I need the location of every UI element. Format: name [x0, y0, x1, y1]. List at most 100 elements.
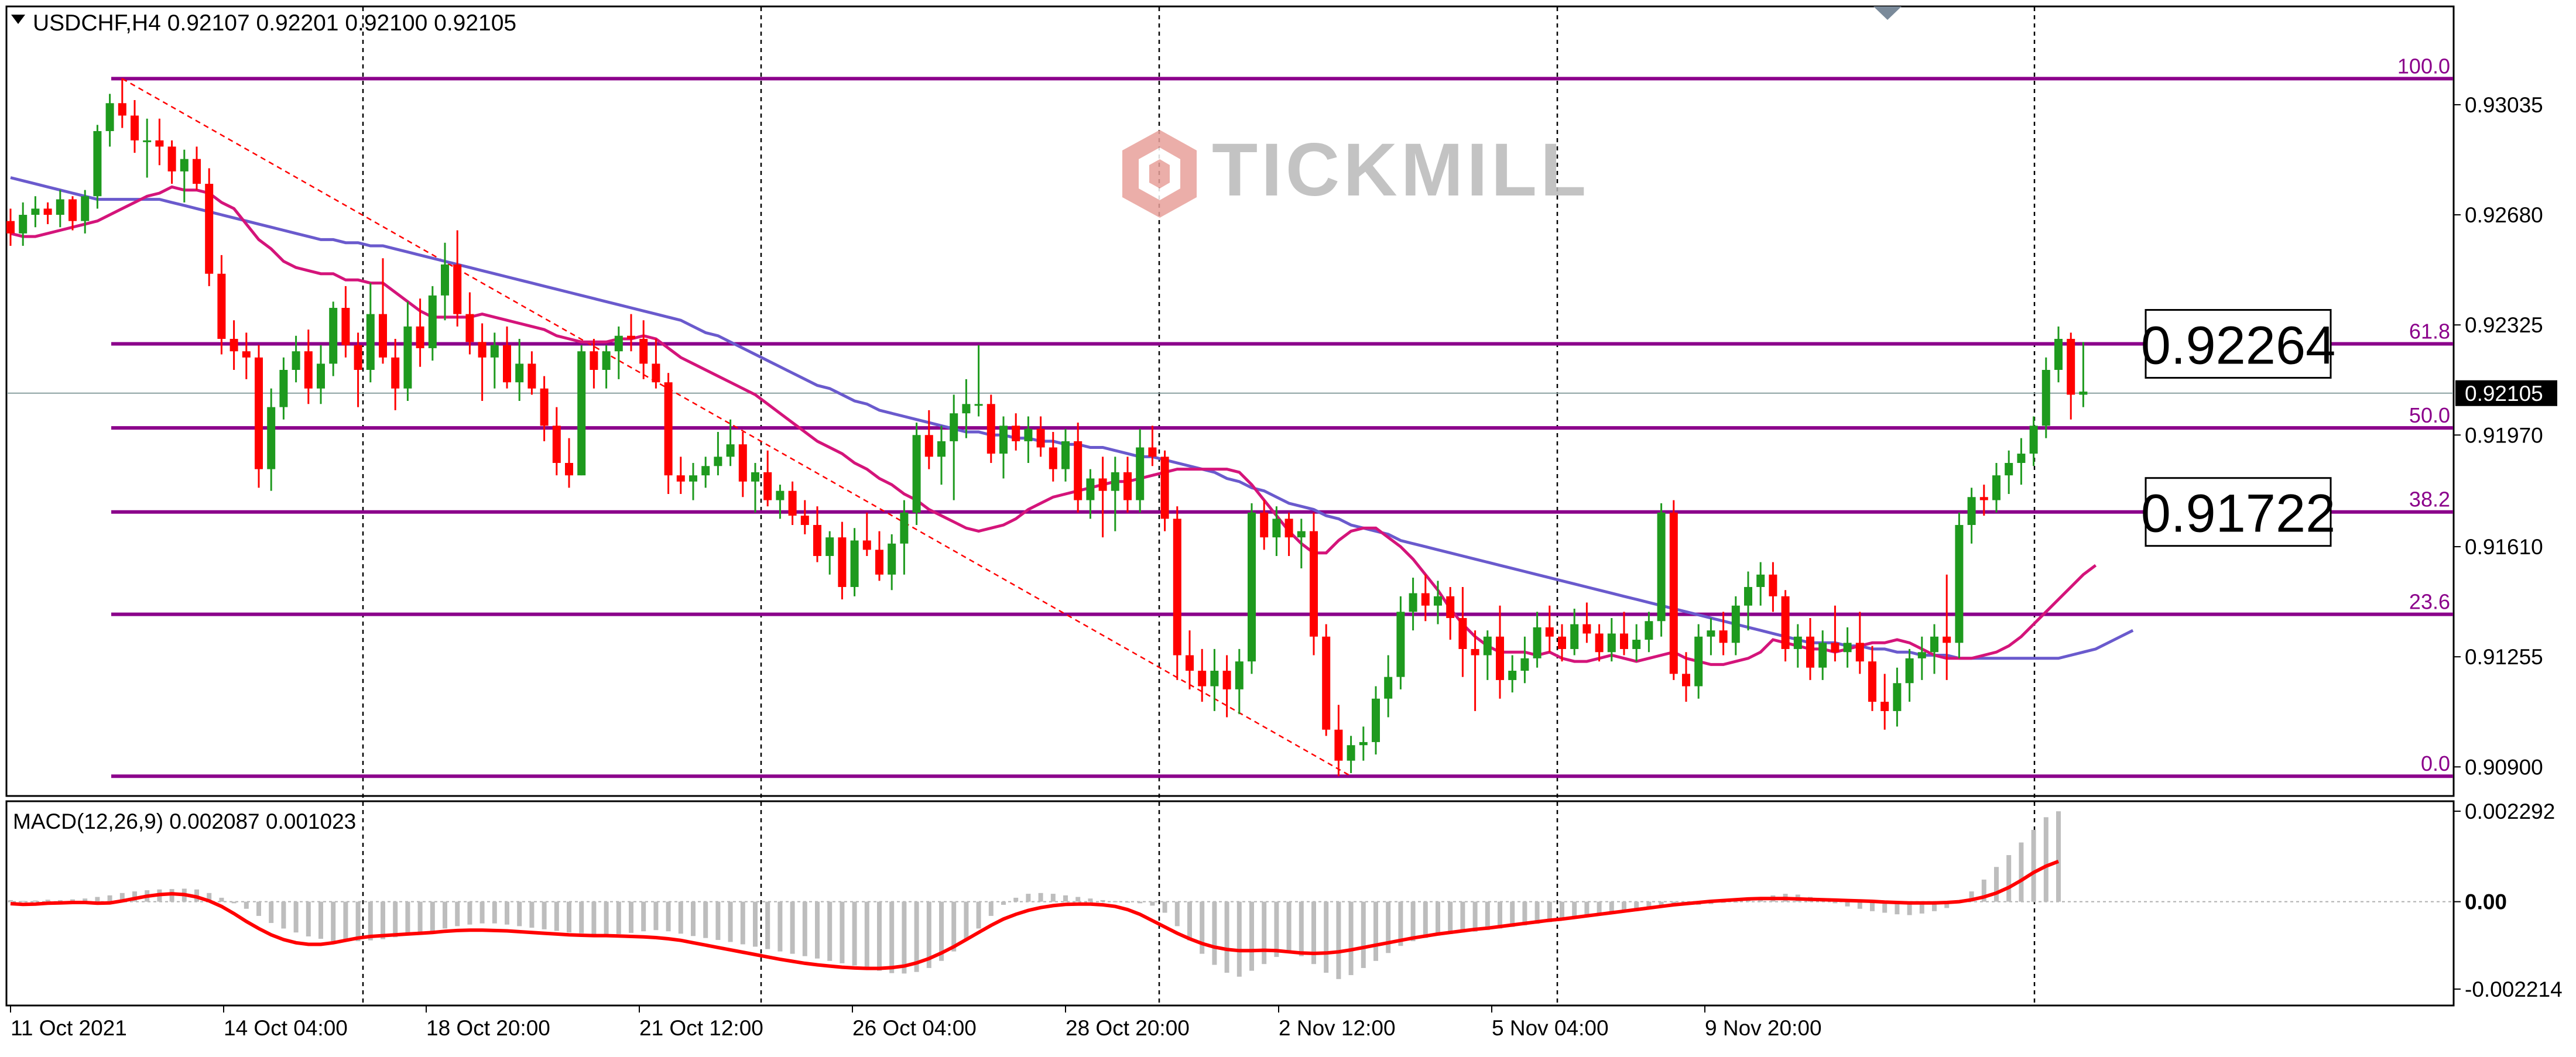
candle-body	[527, 363, 536, 389]
candle-body	[403, 326, 412, 389]
macd-histogram-bar	[926, 901, 931, 968]
candle-body	[800, 516, 809, 525]
candle-body	[1173, 519, 1181, 656]
fib-anchor-line[interactable]	[122, 78, 1352, 777]
macd-histogram-bar	[1944, 901, 1950, 908]
candle-body	[788, 490, 797, 516]
chart-header: USDCHF,H4 0.92107 0.92201 0.92100 0.9210…	[33, 11, 516, 36]
candle-body	[1136, 447, 1145, 500]
candle-body	[1992, 475, 2000, 500]
macd-histogram-bar	[281, 901, 286, 929]
candle-body	[912, 435, 921, 513]
candle-body	[614, 335, 623, 352]
candle-body	[1222, 671, 1231, 689]
candle-body	[167, 146, 176, 171]
macd-histogram-bar	[1274, 901, 1279, 958]
candle-body	[1372, 698, 1380, 742]
candle-body	[1533, 627, 1542, 658]
candle-body	[1322, 636, 1331, 730]
macd-histogram-bar	[802, 901, 807, 956]
macd-histogram-bar	[1050, 894, 1056, 902]
macd-histogram-bar	[1398, 901, 1403, 946]
price-axis-label: 0.92325	[2465, 313, 2543, 337]
macd-histogram-bar	[1026, 894, 1031, 902]
candle-body	[1868, 661, 1876, 702]
macd-histogram-bar	[2056, 811, 2061, 902]
macd-histogram-bar	[1597, 901, 1602, 915]
macd-histogram-bar	[591, 901, 597, 934]
macd-histogram-bar	[1262, 901, 1267, 965]
macd-histogram-bar	[1932, 901, 1937, 911]
candle-body	[1818, 643, 1827, 668]
candle-body	[1458, 617, 1467, 649]
candle-body	[267, 407, 276, 469]
candle-body	[850, 540, 859, 587]
candle-body	[639, 339, 648, 364]
macd-histogram-bar	[765, 901, 770, 949]
candle-body	[329, 308, 338, 364]
tickmill-watermark: TICKMILL	[1122, 128, 1586, 218]
candle-body	[825, 537, 834, 556]
candle-body	[1123, 472, 1132, 500]
price-axis-label: 0.91610	[2465, 535, 2543, 559]
macd-histogram-bar	[1572, 901, 1577, 919]
candle-body	[738, 444, 747, 482]
candle-body	[1645, 621, 1653, 640]
macd-histogram-bar	[1436, 901, 1440, 936]
macd-histogram-bar	[1112, 901, 1118, 902]
chart-menu-triangle-icon[interactable]	[11, 15, 25, 24]
macd-histogram-bar	[1560, 901, 1564, 921]
current-price-box	[2455, 380, 2557, 406]
price-callout-box	[2145, 308, 2332, 379]
candle-body	[2017, 454, 2026, 463]
candle-body	[81, 196, 90, 221]
macd-histogram-bar	[728, 901, 733, 942]
candle-body	[2041, 370, 2050, 426]
macd-histogram-bar	[107, 895, 112, 902]
macd-histogram-bar	[1212, 901, 1217, 965]
time-axis-label: 2 Nov 12:00	[1279, 1016, 1396, 1040]
candle-body	[503, 345, 511, 383]
candle-body	[590, 351, 598, 370]
candle-body	[1148, 447, 1157, 457]
candle-body	[751, 472, 759, 482]
candle-body	[43, 208, 52, 215]
candle-body	[602, 351, 611, 370]
fibonacci-levels: 100.0 61.8 50.0 38.2 23.6 0.0 0.92264 0.91722	[111, 54, 2453, 778]
candle-body	[118, 103, 126, 116]
candle-body	[1272, 519, 1281, 538]
price-callout: 0.92264	[2141, 315, 2336, 375]
macd-histogram-bar	[629, 901, 633, 933]
candle-body	[68, 199, 77, 221]
candle-body	[217, 273, 226, 339]
candle-body	[2005, 462, 2013, 476]
macd-histogram-bar	[542, 901, 547, 929]
macd-histogram-bar	[1311, 901, 1316, 965]
candle-body	[1520, 658, 1529, 671]
candle-body	[1893, 683, 1902, 711]
macd-histogram-bar	[1634, 901, 1639, 910]
macd-histogram-bar	[529, 901, 535, 928]
macd-axis-label: 0.002292	[2465, 799, 2555, 823]
price-axis-label: 0.92680	[2465, 203, 2543, 227]
macd-histogram-bar	[1249, 901, 1254, 971]
candle-body	[900, 512, 909, 544]
moving-average-slow	[10, 176, 2134, 660]
macd-histogram-bar	[1646, 901, 1652, 909]
candle-body	[105, 103, 114, 131]
macd-histogram-bar	[393, 901, 398, 938]
chart-shift-marker-icon[interactable]	[1873, 6, 1902, 20]
candle-body	[986, 404, 995, 454]
candle-body	[627, 335, 635, 339]
macd-histogram-bar	[1472, 901, 1478, 932]
macd-histogram-bar	[1286, 901, 1292, 953]
candle-body	[2079, 392, 2088, 395]
macd-histogram-bar	[877, 901, 882, 971]
macd-histogram-bar	[1423, 901, 1428, 938]
macd-panel-frame	[5, 800, 2455, 1007]
moving-averages	[10, 176, 2134, 666]
candle-body	[1160, 457, 1169, 519]
candle-body	[1409, 593, 1417, 612]
